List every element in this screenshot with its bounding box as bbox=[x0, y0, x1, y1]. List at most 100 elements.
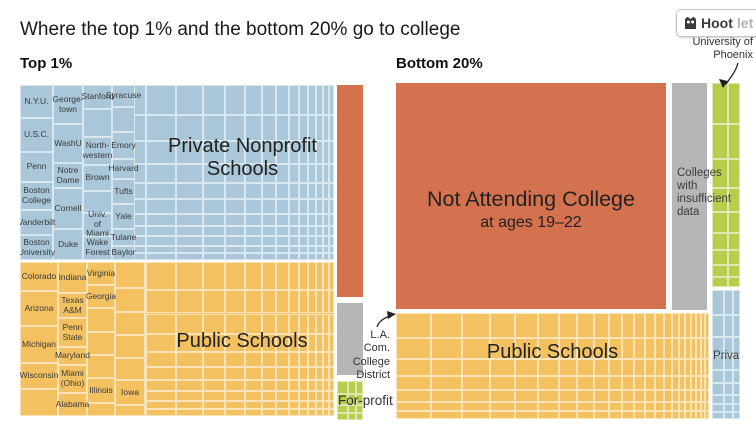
treemap-cell[interactable] bbox=[538, 359, 559, 377]
treemap-cell[interactable] bbox=[261, 85, 277, 116]
treemap-cell[interactable] bbox=[490, 338, 516, 360]
treemap-cell[interactable] bbox=[244, 390, 262, 401]
treemap-cell[interactable] bbox=[225, 400, 245, 409]
treemap-cell[interactable] bbox=[712, 394, 724, 405]
treemap-cell[interactable] bbox=[225, 253, 245, 260]
treemap-cell[interactable] bbox=[145, 236, 177, 246]
treemap-cell[interactable] bbox=[558, 376, 578, 391]
treemap-cell[interactable] bbox=[728, 232, 740, 251]
treemap-cell[interactable] bbox=[328, 289, 334, 314]
treemap-cell[interactable] bbox=[723, 336, 733, 355]
treemap-cell[interactable] bbox=[461, 376, 491, 391]
treemap-cell[interactable] bbox=[577, 313, 594, 339]
treemap-cell[interactable] bbox=[323, 390, 329, 401]
cell-george-town[interactable]: George-town bbox=[52, 85, 84, 124]
treemap-cell[interactable] bbox=[732, 404, 740, 413]
treemap-cell[interactable] bbox=[490, 411, 516, 419]
treemap-cell[interactable] bbox=[244, 115, 262, 142]
treemap-cell[interactable] bbox=[490, 376, 516, 391]
treemap-cell[interactable] bbox=[299, 366, 309, 380]
treemap-cell[interactable] bbox=[276, 141, 289, 164]
treemap-cell[interactable] bbox=[244, 213, 262, 226]
treemap-cell[interactable] bbox=[723, 315, 733, 337]
treemap-cell[interactable] bbox=[538, 411, 559, 419]
treemap-cell[interactable] bbox=[202, 289, 226, 314]
treemap-cell[interactable] bbox=[430, 313, 462, 339]
treemap-cell[interactable] bbox=[685, 390, 692, 402]
cell-brown[interactable]: Brown bbox=[83, 165, 112, 191]
cell-stanford[interactable]: Stanford bbox=[81, 85, 114, 109]
treemap-cell[interactable] bbox=[685, 359, 692, 377]
treemap-cell[interactable] bbox=[316, 333, 324, 352]
treemap-cell[interactable] bbox=[176, 199, 203, 214]
treemap-cell[interactable] bbox=[323, 163, 329, 183]
treemap-cell[interactable] bbox=[276, 163, 289, 183]
treemap-cell[interactable] bbox=[461, 359, 491, 377]
treemap-cell[interactable] bbox=[308, 408, 317, 416]
treemap-cell[interactable] bbox=[593, 390, 609, 402]
treemap-cell[interactable] bbox=[323, 141, 329, 164]
treemap-cell[interactable] bbox=[261, 253, 277, 260]
treemap-cell[interactable] bbox=[202, 182, 226, 200]
treemap-cell[interactable] bbox=[308, 333, 317, 352]
cell-penn[interactable]: Penn bbox=[20, 152, 53, 182]
treemap-cell[interactable] bbox=[712, 158, 729, 188]
treemap-cell[interactable] bbox=[323, 253, 329, 260]
treemap-cell[interactable] bbox=[712, 354, 724, 371]
treemap-cell[interactable] bbox=[308, 182, 317, 200]
treemap-cell[interactable] bbox=[696, 359, 701, 377]
treemap-cell[interactable] bbox=[115, 262, 145, 288]
treemap-cell[interactable] bbox=[276, 115, 289, 142]
treemap-cell[interactable] bbox=[337, 394, 348, 405]
treemap-cell[interactable] bbox=[225, 182, 245, 200]
treemap-cell[interactable] bbox=[261, 400, 277, 409]
treemap-cell[interactable] bbox=[671, 313, 679, 339]
treemap-cell[interactable] bbox=[176, 213, 203, 226]
treemap-cell[interactable] bbox=[396, 390, 431, 402]
treemap-cell[interactable] bbox=[328, 85, 334, 116]
treemap-cell[interactable] bbox=[712, 264, 729, 277]
treemap-cell[interactable] bbox=[145, 199, 177, 214]
treemap-cell[interactable] bbox=[461, 338, 491, 360]
treemap-cell[interactable] bbox=[356, 381, 363, 395]
treemap-cell[interactable] bbox=[712, 212, 729, 233]
treemap-cell[interactable] bbox=[558, 338, 578, 360]
cell-maryland[interactable]: Maryland bbox=[55, 347, 90, 365]
treemap-cell[interactable] bbox=[671, 359, 679, 377]
treemap-cell[interactable] bbox=[308, 225, 317, 237]
treemap-cell[interactable] bbox=[515, 411, 539, 419]
treemap-cell[interactable] bbox=[299, 408, 309, 416]
treemap-cell[interactable] bbox=[577, 390, 594, 402]
region-top1-insufficient-data[interactable] bbox=[337, 303, 363, 375]
cell-yale[interactable]: Yale bbox=[112, 204, 135, 229]
treemap-cell[interactable] bbox=[356, 394, 363, 405]
treemap-cell[interactable] bbox=[705, 390, 709, 402]
treemap-cell[interactable] bbox=[671, 338, 679, 360]
treemap-cell[interactable] bbox=[461, 390, 491, 402]
treemap-cell[interactable] bbox=[712, 336, 724, 355]
treemap-cell[interactable] bbox=[337, 413, 348, 420]
treemap-cell[interactable] bbox=[316, 313, 324, 334]
treemap-cell[interactable] bbox=[356, 413, 363, 420]
treemap-cell[interactable] bbox=[712, 404, 724, 413]
treemap-cell[interactable] bbox=[323, 400, 329, 409]
treemap-cell[interactable] bbox=[202, 245, 226, 254]
treemap-cell[interactable] bbox=[696, 338, 701, 360]
treemap-cell[interactable] bbox=[328, 313, 334, 334]
treemap-cell[interactable] bbox=[244, 379, 262, 391]
treemap-cell[interactable] bbox=[490, 313, 516, 339]
treemap-cell[interactable] bbox=[87, 355, 115, 378]
treemap-cell[interactable] bbox=[671, 401, 679, 412]
treemap-cell[interactable] bbox=[176, 141, 203, 164]
treemap-cell[interactable] bbox=[261, 262, 277, 290]
treemap-cell[interactable] bbox=[328, 141, 334, 164]
treemap-cell[interactable] bbox=[328, 115, 334, 142]
treemap-cell[interactable] bbox=[244, 141, 262, 164]
treemap-cell[interactable] bbox=[288, 313, 300, 334]
treemap-cell[interactable] bbox=[145, 245, 177, 254]
treemap-cell[interactable] bbox=[685, 401, 692, 412]
treemap-cell[interactable] bbox=[712, 290, 724, 316]
treemap-cell[interactable] bbox=[396, 338, 431, 360]
treemap-cell[interactable] bbox=[244, 85, 262, 116]
treemap-cell[interactable] bbox=[244, 225, 262, 237]
